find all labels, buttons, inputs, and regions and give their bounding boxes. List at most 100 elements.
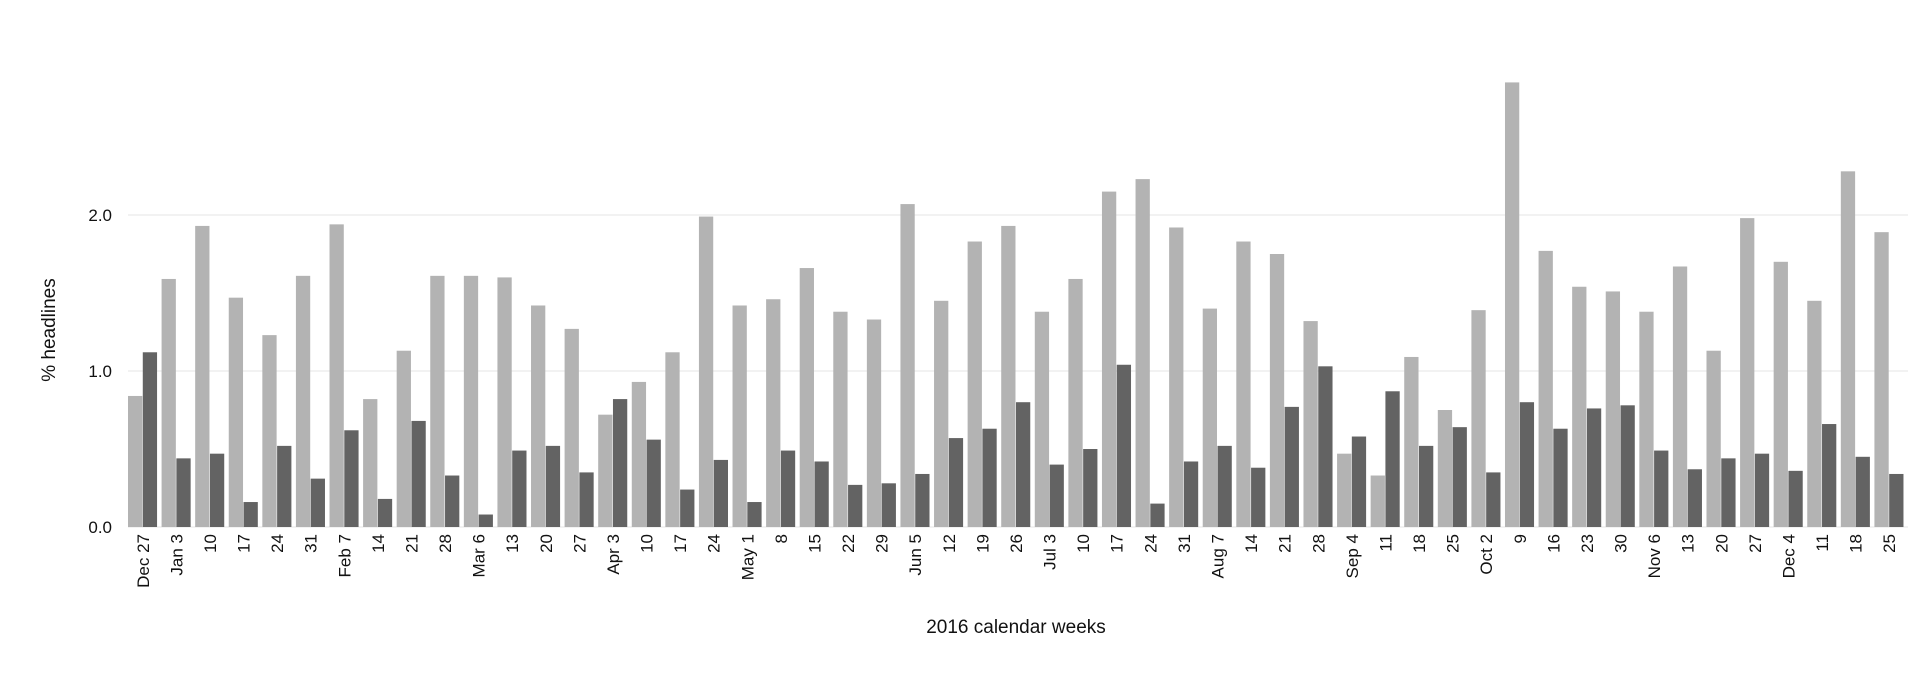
bar-series-dark xyxy=(780,450,796,527)
bar-series-light xyxy=(497,277,512,527)
x-tick-label: 28 xyxy=(436,534,455,553)
bar-series-dark xyxy=(445,475,460,527)
bar-series-dark xyxy=(1284,406,1299,527)
bar-series-light xyxy=(1202,308,1217,527)
x-tick-label: 16 xyxy=(1544,534,1563,553)
bar-series-light xyxy=(766,299,781,527)
bar-series-dark xyxy=(512,450,527,527)
bar-series-light xyxy=(866,319,882,527)
bar-series-dark xyxy=(176,458,191,527)
bar-series-dark xyxy=(1183,461,1199,527)
bar-series-light xyxy=(799,268,814,527)
bar-series-light xyxy=(1639,311,1654,527)
y-tick-label: 0.0 xyxy=(88,518,112,537)
bar-series-dark xyxy=(579,472,594,527)
bar-series-dark xyxy=(1553,428,1568,527)
bar-series-light xyxy=(1236,241,1251,527)
bar-series-dark xyxy=(1889,473,1904,527)
bar-series-dark xyxy=(1855,456,1870,527)
bar-series-dark xyxy=(1452,427,1467,527)
bar-series-light xyxy=(1269,254,1285,527)
x-tick-label: 27 xyxy=(1746,534,1765,553)
x-tick-label: 10 xyxy=(638,534,657,553)
x-tick-label: Oct 2 xyxy=(1477,534,1496,575)
bar-series-dark xyxy=(1419,445,1434,527)
bar-series-light xyxy=(1471,310,1486,527)
bar-series-dark xyxy=(1654,450,1669,527)
bar-series-light xyxy=(598,414,613,527)
x-tick-label: 25 xyxy=(1444,534,1463,553)
x-tick-label: 21 xyxy=(1276,534,1295,553)
bar-series-light xyxy=(1572,286,1587,527)
bar-series-dark xyxy=(377,498,393,527)
bar-series-light xyxy=(1337,453,1352,527)
bar-series-light xyxy=(732,305,747,527)
x-tick-label: 24 xyxy=(705,534,724,553)
x-tick-label: Dec 27 xyxy=(134,534,153,588)
x-tick-label: 8 xyxy=(772,534,791,543)
bar-series-dark xyxy=(713,459,728,527)
x-tick-label: 17 xyxy=(235,534,254,553)
bar-series-dark xyxy=(1251,467,1266,527)
x-tick-label: 23 xyxy=(1578,534,1597,553)
bar-series-dark xyxy=(814,461,829,527)
bar-series-light xyxy=(531,305,546,527)
bar-series-dark xyxy=(612,399,628,527)
bar-series-light xyxy=(363,399,378,527)
bar-series-light xyxy=(1605,291,1621,527)
y-axis-label: % headlines xyxy=(39,278,60,382)
x-tick-label: 13 xyxy=(1679,534,1698,553)
bar-series-light xyxy=(1706,350,1721,527)
bar-series-light xyxy=(329,224,344,528)
bar-series-dark xyxy=(1385,391,1400,527)
bar-series-dark xyxy=(1486,472,1501,527)
bar-series-light xyxy=(1169,227,1184,528)
x-tick-label: 28 xyxy=(1309,534,1328,553)
x-tick-label: Aug 7 xyxy=(1208,534,1227,578)
bar-series-light xyxy=(1034,311,1050,527)
x-tick-label: 31 xyxy=(1175,534,1194,553)
bar-series-dark xyxy=(1620,405,1635,527)
bar-series-dark xyxy=(478,514,493,527)
x-tick-label: 13 xyxy=(503,534,522,553)
x-tick-label: 29 xyxy=(873,534,892,553)
bar-series-light xyxy=(1404,356,1419,527)
bar-series-light xyxy=(161,278,176,527)
bar-series-dark xyxy=(1116,364,1132,527)
bar-series-dark xyxy=(1049,464,1064,527)
bar-series-light xyxy=(1773,261,1788,527)
bar-series-light xyxy=(195,225,210,528)
x-tick-label: 24 xyxy=(1141,534,1160,553)
x-tick-label: 17 xyxy=(671,534,690,553)
x-tick-label: 22 xyxy=(839,534,858,553)
bar-series-dark xyxy=(310,478,325,527)
bar-series-dark xyxy=(1519,402,1535,527)
x-tick-label: 15 xyxy=(805,534,824,553)
x-tick-label: Sep 4 xyxy=(1343,534,1362,578)
x-tick-label: Jul 3 xyxy=(1041,534,1060,570)
bar-series-dark xyxy=(915,473,930,527)
bar-series-light xyxy=(631,381,647,527)
bar-series-dark xyxy=(881,483,896,527)
x-tick-label: 30 xyxy=(1612,534,1631,553)
bar-series-dark xyxy=(243,502,258,527)
bar-series-dark xyxy=(344,430,359,527)
x-tick-label: 20 xyxy=(1712,534,1731,553)
x-tick-label: Feb 7 xyxy=(335,534,354,577)
bar-series-light xyxy=(228,297,244,527)
bar-series-dark xyxy=(1217,445,1232,527)
bar-series-light xyxy=(1740,218,1755,527)
bar-series-light xyxy=(430,275,445,527)
x-tick-label: 21 xyxy=(402,534,421,553)
bar-series-light xyxy=(698,216,714,527)
bar-series-light xyxy=(1068,278,1083,527)
bar-series-light xyxy=(295,275,311,527)
x-tick-label: 18 xyxy=(1847,534,1866,553)
bar-series-dark xyxy=(747,502,762,527)
bar-series-dark xyxy=(209,453,225,527)
bar-series-light xyxy=(262,335,277,527)
bar-series-light xyxy=(934,300,949,527)
bar-series-dark xyxy=(982,428,997,527)
